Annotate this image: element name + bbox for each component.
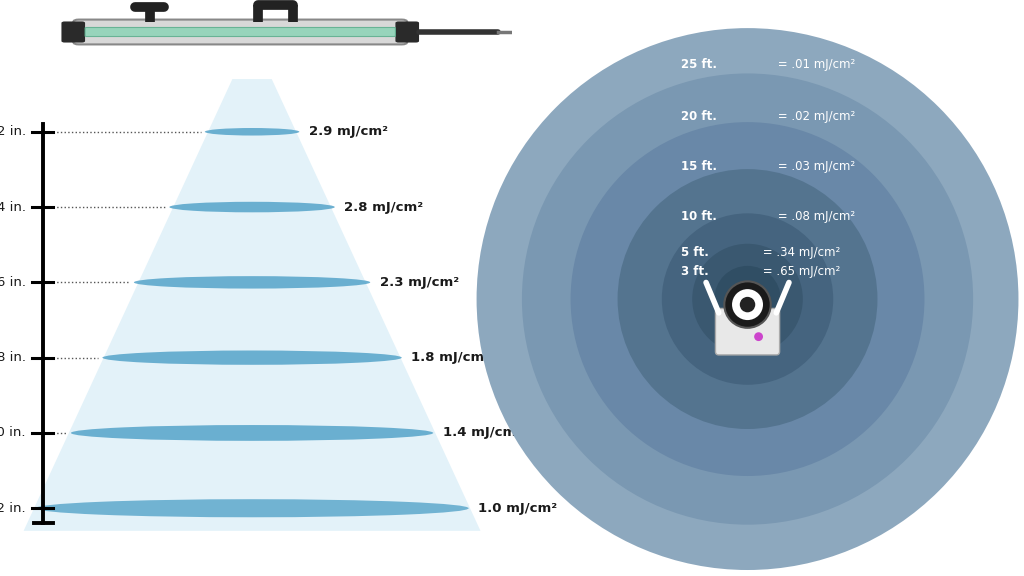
Text: 20 ft.: 20 ft. [681, 110, 717, 123]
Text: 1.4 mJ/cm²: 1.4 mJ/cm² [442, 426, 522, 439]
Circle shape [715, 266, 780, 332]
Text: 10 in.: 10 in. [0, 426, 26, 439]
Text: 2.9 mJ/cm²: 2.9 mJ/cm² [309, 125, 388, 138]
Circle shape [662, 213, 834, 385]
Circle shape [570, 122, 925, 476]
Text: 2.8 mJ/cm²: 2.8 mJ/cm² [344, 200, 423, 214]
Ellipse shape [205, 128, 299, 135]
Text: 3 ft.: 3 ft. [681, 265, 709, 278]
Ellipse shape [102, 350, 401, 365]
Text: 2 in.: 2 in. [0, 125, 26, 138]
Circle shape [724, 281, 771, 328]
Circle shape [476, 28, 1019, 570]
Text: = .01 mJ/cm²: = .01 mJ/cm² [774, 58, 855, 70]
Text: 1.8 mJ/cm²: 1.8 mJ/cm² [412, 351, 490, 364]
FancyBboxPatch shape [61, 21, 85, 43]
Circle shape [692, 244, 803, 354]
Circle shape [522, 74, 973, 525]
Ellipse shape [71, 425, 433, 441]
Circle shape [739, 297, 756, 312]
Ellipse shape [134, 276, 371, 289]
Circle shape [617, 169, 878, 429]
Text: 4 in.: 4 in. [0, 200, 26, 214]
Text: = .08 mJ/cm²: = .08 mJ/cm² [774, 210, 855, 222]
FancyBboxPatch shape [716, 309, 779, 355]
Text: = .34 mJ/cm²: = .34 mJ/cm² [759, 245, 840, 259]
Text: 10 ft.: 10 ft. [681, 210, 717, 222]
Text: 6 in.: 6 in. [0, 276, 26, 289]
Ellipse shape [36, 499, 469, 517]
Text: = .03 mJ/cm²: = .03 mJ/cm² [774, 160, 855, 173]
Ellipse shape [169, 202, 335, 213]
Polygon shape [24, 79, 480, 531]
Text: 25 ft.: 25 ft. [681, 58, 717, 70]
Text: 8 in.: 8 in. [0, 351, 26, 364]
Circle shape [732, 289, 763, 320]
Text: 12 in.: 12 in. [0, 502, 26, 515]
Text: 2.3 mJ/cm²: 2.3 mJ/cm² [380, 276, 459, 289]
Text: 15 ft.: 15 ft. [681, 160, 717, 173]
Text: = .02 mJ/cm²: = .02 mJ/cm² [774, 110, 855, 123]
Circle shape [754, 332, 763, 341]
Text: = .65 mJ/cm²: = .65 mJ/cm² [759, 265, 840, 278]
Text: 1.0 mJ/cm²: 1.0 mJ/cm² [478, 502, 557, 515]
FancyBboxPatch shape [74, 20, 408, 44]
FancyBboxPatch shape [395, 21, 419, 43]
Text: 5 ft.: 5 ft. [681, 245, 709, 259]
FancyBboxPatch shape [85, 28, 395, 36]
